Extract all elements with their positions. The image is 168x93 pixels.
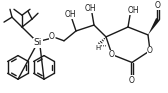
Text: O: O <box>129 76 135 85</box>
Text: OH: OH <box>64 10 76 19</box>
Text: OH: OH <box>84 4 96 13</box>
Text: H’’’: H’’’ <box>95 45 107 51</box>
Text: O: O <box>49 32 55 41</box>
Text: Si: Si <box>34 38 42 47</box>
Text: O: O <box>147 46 153 55</box>
Text: O: O <box>109 50 115 59</box>
Polygon shape <box>148 18 160 35</box>
Text: OH: OH <box>127 6 139 15</box>
Text: O: O <box>155 1 161 10</box>
